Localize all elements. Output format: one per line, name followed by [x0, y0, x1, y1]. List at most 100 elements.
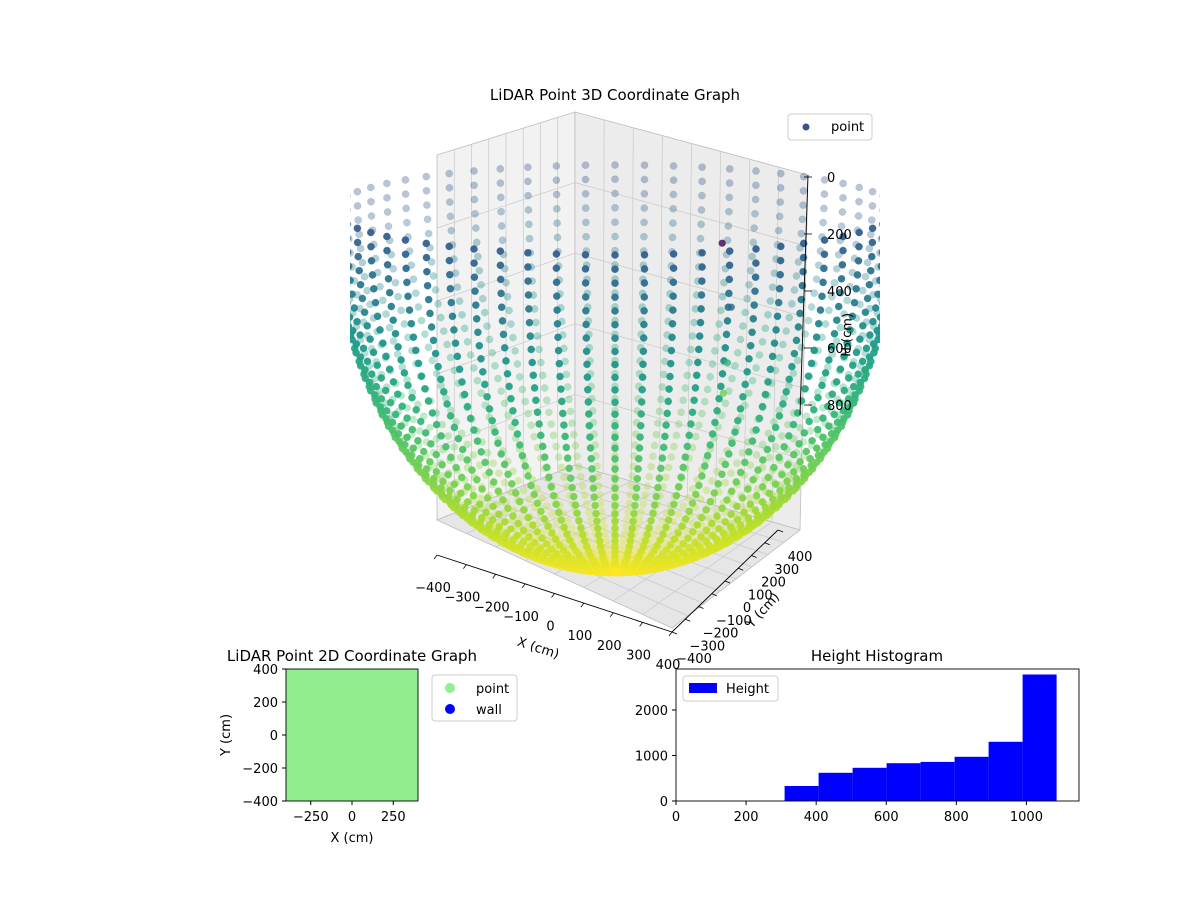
lidar-point — [356, 280, 365, 289]
lidar-point — [726, 523, 735, 531]
lidar-point — [555, 359, 564, 368]
lidar-point — [721, 478, 730, 487]
lidar-point — [507, 394, 515, 403]
lidar-point — [444, 432, 452, 440]
lidar-point — [858, 286, 867, 295]
lidar-point — [524, 472, 532, 480]
lidar-point — [530, 432, 539, 441]
y-tick-label: −300 — [689, 639, 725, 654]
lidar-point — [788, 362, 796, 371]
lidar-point — [843, 296, 851, 305]
lidar-point — [377, 394, 386, 403]
lidar-point — [525, 495, 533, 503]
lidar-point — [630, 509, 638, 518]
lidar-point — [542, 549, 551, 557]
lidar-point — [402, 204, 410, 213]
lidar-point — [843, 339, 851, 348]
lidar-point — [584, 508, 593, 516]
lidar-point — [713, 512, 721, 520]
lidar-point — [434, 300, 442, 308]
lidar-point — [698, 472, 706, 480]
lidar-point — [667, 453, 676, 461]
lidar-point — [855, 183, 864, 192]
lidar-point — [521, 462, 530, 470]
lidar-point — [744, 448, 753, 456]
lidar-point — [611, 455, 619, 463]
lidar-point — [893, 221, 900, 228]
lidar-point — [353, 317, 361, 326]
lidar-point — [437, 483, 445, 492]
lidar-point — [748, 252, 756, 261]
lidar-point — [336, 272, 343, 279]
lidar-point — [330, 221, 337, 228]
lidar-point — [591, 501, 599, 510]
lidar-point — [836, 288, 845, 297]
lidar-point — [799, 464, 808, 473]
lidar-point — [698, 191, 706, 200]
lidar-point — [868, 187, 877, 196]
lidar-point — [668, 319, 677, 328]
x-tick-label: 1000 — [1010, 810, 1043, 825]
lidar-point — [854, 370, 863, 378]
lidar-point — [483, 448, 492, 457]
lidar-point — [424, 229, 433, 238]
lidar-point — [768, 495, 777, 504]
lidar-point — [713, 333, 721, 342]
lidar-point — [524, 206, 533, 214]
lidar-point — [552, 278, 561, 287]
lidar-point — [372, 382, 381, 391]
lidar-point — [498, 236, 507, 245]
lidar-point — [431, 286, 440, 294]
lidar-point — [664, 516, 673, 524]
lidar-point — [341, 268, 348, 275]
lidar-point — [891, 230, 898, 237]
lidar-point — [394, 429, 403, 438]
lidar-point — [631, 501, 639, 510]
lidar-point — [640, 250, 649, 259]
lidar-point — [820, 204, 828, 213]
lidar-point — [840, 310, 848, 318]
lidar-point — [422, 253, 431, 262]
lidar-point — [697, 513, 706, 522]
lidar-point — [861, 308, 870, 317]
lidar-point — [797, 397, 806, 405]
lidar-point — [370, 391, 379, 399]
lidar-point — [611, 265, 619, 274]
lidar-point — [337, 291, 344, 298]
lidar-point — [584, 410, 593, 418]
lidar-point — [838, 260, 847, 269]
lidar-point — [876, 313, 880, 322]
lidar-point — [748, 376, 757, 385]
lidar-point — [526, 332, 535, 340]
lidar-point — [366, 183, 375, 192]
lidar-point — [423, 201, 431, 209]
lidar-point — [768, 283, 777, 292]
lidar-point — [367, 212, 376, 220]
lidar-point — [893, 235, 900, 242]
lidar-point — [350, 290, 356, 299]
lidar-point — [429, 336, 438, 345]
lidar-point — [677, 408, 685, 417]
lidar-point — [575, 462, 583, 471]
lidar-point — [752, 426, 760, 434]
lidar-point — [879, 319, 880, 325]
lidar-point — [443, 400, 451, 408]
lidar-point — [530, 538, 539, 547]
lidar-point — [683, 371, 692, 380]
lidar-point — [356, 353, 365, 361]
z-tick-label: 800 — [827, 399, 852, 414]
lidar-point — [587, 454, 596, 463]
lidar-point — [796, 309, 804, 318]
z-tick-label: 0 — [827, 171, 835, 186]
lidar-point — [582, 347, 591, 356]
lidar-point — [674, 510, 683, 519]
lidar-point — [463, 440, 472, 449]
lidar-point — [422, 239, 431, 248]
lidar-point — [338, 258, 345, 265]
lidar-point — [528, 521, 537, 529]
lidar-point — [884, 254, 891, 261]
lidar-point — [525, 305, 533, 313]
lidar-point — [879, 207, 880, 213]
lidar-point — [520, 506, 528, 514]
plot-3d: LiDAR Point 3D Coordinate Graph −400−300… — [330, 86, 900, 673]
